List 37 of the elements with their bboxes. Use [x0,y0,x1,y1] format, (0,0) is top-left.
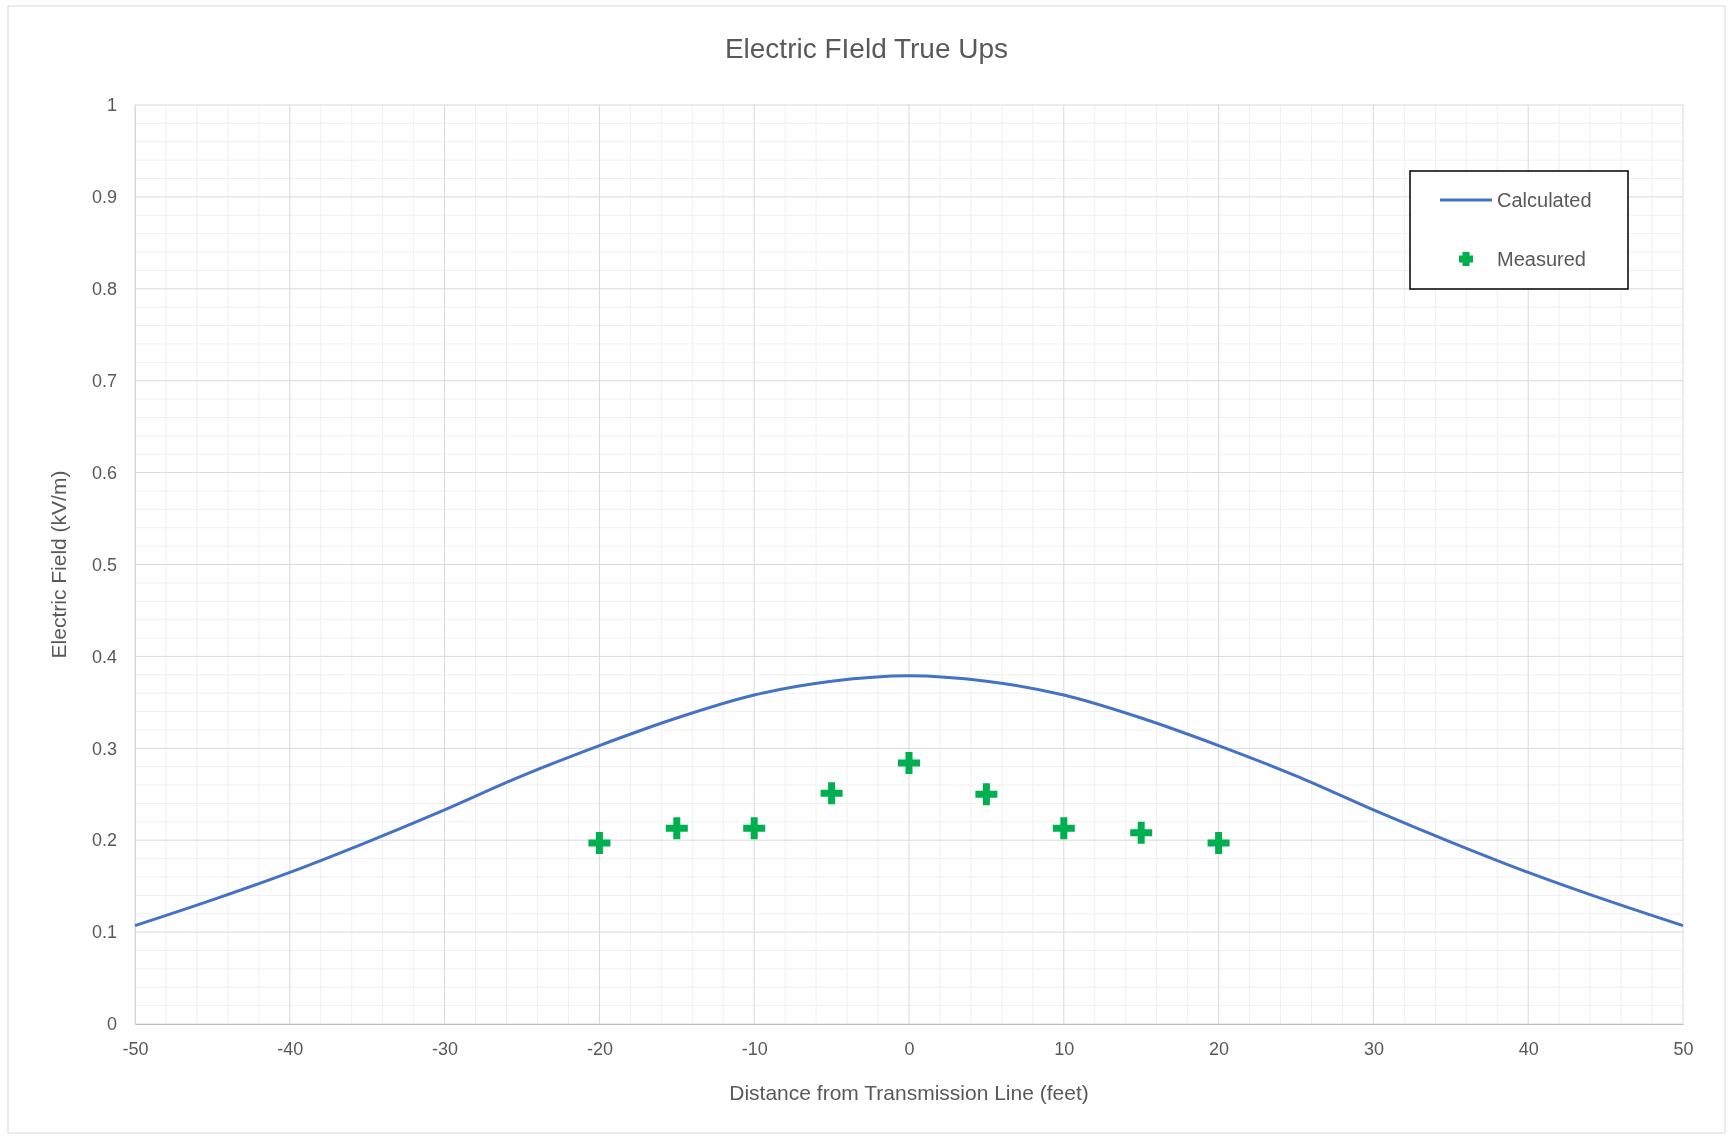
legend-label: Calculated [1497,189,1592,211]
y-tick-label: 0.7 [91,370,117,391]
x-tick-label: -30 [432,1038,459,1059]
x-tick-label: 50 [1673,1038,1694,1059]
x-tick-label: -20 [586,1038,613,1059]
point [1130,821,1153,844]
y-tick-label: 0.2 [91,830,117,851]
x-tick-label: 20 [1209,1038,1230,1059]
x-axis-title: Distance from Transmission Line (feet) [729,1081,1089,1104]
point [1052,817,1075,840]
point [665,817,688,840]
x-tick-label: -40 [277,1038,304,1059]
point [820,782,843,805]
y-tick-label: 0 [106,1014,117,1035]
y-tick-label: 0.9 [91,187,117,208]
y-tick-label: 0.4 [91,646,117,667]
chart-title: Electric FIeld True Ups [724,33,1009,64]
y-tick-label: 0.5 [91,554,117,575]
legend-label: Measured [1497,248,1586,270]
point [588,831,611,854]
y-tick-label: 1 [106,95,117,116]
x-tick-label: 40 [1518,1038,1539,1059]
point [1207,831,1230,854]
point [743,817,766,840]
x-tick-label: 10 [1054,1038,1075,1059]
x-tick-label: -50 [122,1038,149,1059]
y-tick-label: 0.8 [91,279,117,300]
y-tick-label: 0.1 [91,922,117,943]
point [898,752,920,774]
x-tick-label: 0 [904,1038,915,1059]
y-tick-label: 0.6 [91,462,117,483]
point [975,783,998,806]
y-tick-label: 0.3 [91,738,117,759]
line-series [133,674,1685,928]
x-tick-label: 30 [1363,1038,1384,1059]
x-tick-label: -10 [741,1038,768,1059]
y-axis-title: Electric Field (kV/m) [47,470,70,659]
